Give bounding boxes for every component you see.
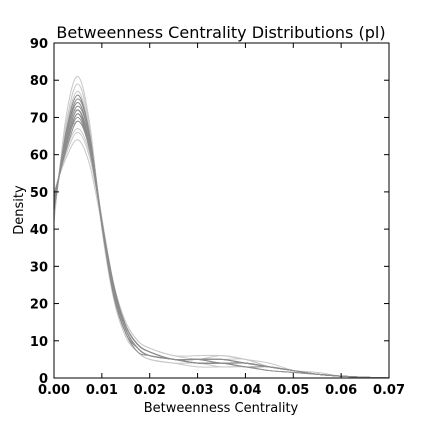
y-tick-label: 90 bbox=[30, 37, 48, 52]
y-tick-label: 30 bbox=[30, 260, 48, 275]
y-tick-label: 70 bbox=[30, 111, 48, 126]
series-line-8 bbox=[53, 120, 390, 379]
x-tick-label: 0.06 bbox=[325, 383, 357, 398]
y-tick-label: 80 bbox=[30, 74, 48, 89]
series-curves bbox=[53, 76, 390, 379]
series-line-9 bbox=[53, 131, 390, 379]
x-tick-label: 0.05 bbox=[277, 383, 309, 398]
y-axis: 0 10 20 30 40 50 60 70 80 90 bbox=[30, 37, 389, 387]
y-tick-label: 60 bbox=[30, 149, 48, 164]
x-tick-label: 0.01 bbox=[86, 383, 118, 398]
x-tick-label: 0.07 bbox=[373, 383, 405, 398]
x-tick-label: 0.02 bbox=[134, 383, 166, 398]
series-line-1 bbox=[53, 76, 390, 379]
series-line-4 bbox=[53, 128, 390, 379]
plot-frame bbox=[53, 42, 390, 379]
x-tick-label: 0.03 bbox=[182, 383, 214, 398]
y-tick-label: 50 bbox=[30, 186, 48, 201]
series-line-5 bbox=[53, 139, 390, 379]
x-axis-label: Betweenness Centrality bbox=[144, 401, 299, 416]
x-axis: 0.00 0.01 0.02 0.03 0.04 0.05 0.06 0.07 bbox=[38, 43, 405, 398]
y-tick-label: 10 bbox=[30, 335, 48, 350]
series-line-20 bbox=[53, 113, 390, 379]
y-tick-label: 0 bbox=[39, 372, 48, 387]
x-tick-label: 0.04 bbox=[229, 383, 261, 398]
x-tick-label: 0.00 bbox=[38, 383, 70, 398]
y-tick-label: 40 bbox=[30, 223, 48, 238]
y-tick-label: 20 bbox=[30, 298, 48, 313]
chart-title: Betweenness Centrality Distributions (pl… bbox=[56, 23, 385, 42]
y-axis-label: Density bbox=[12, 185, 27, 235]
series-line-16 bbox=[53, 120, 390, 379]
